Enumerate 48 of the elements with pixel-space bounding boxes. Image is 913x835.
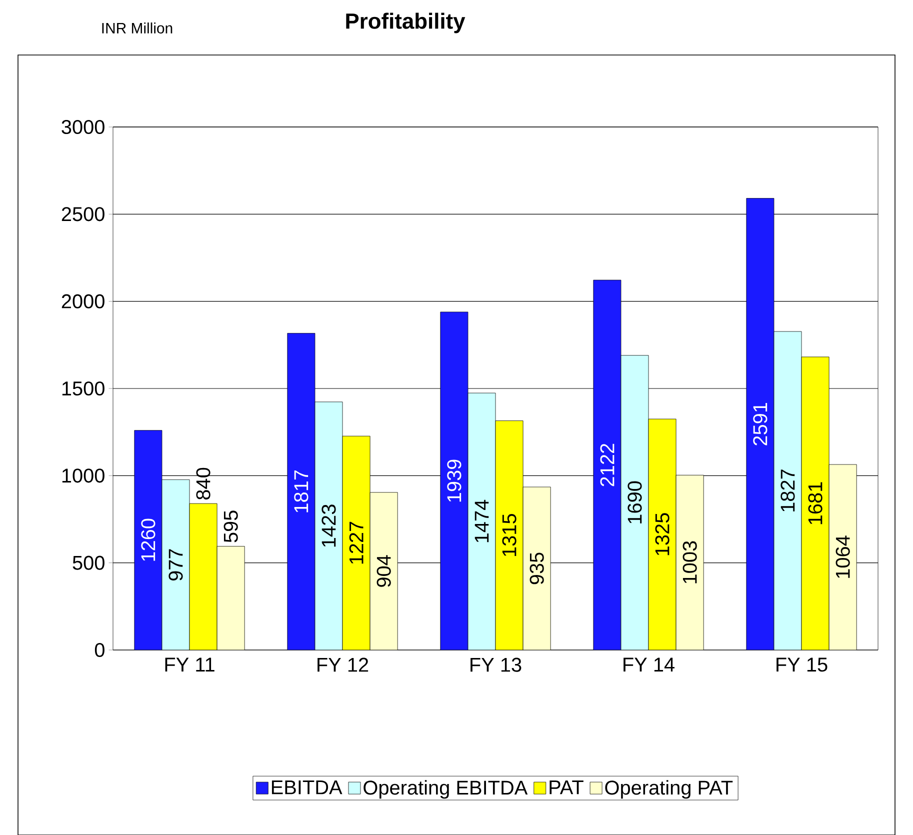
x-tick-label: FY 12 [318, 658, 368, 672]
text: INR Million [102, 22, 172, 34]
legend-label: Operating PAT [605, 780, 733, 798]
legend-label: Operating EBITDA [364, 780, 528, 798]
y-tick-label: 2500 [62, 206, 104, 222]
x-tick-label: FY 14 [624, 658, 674, 672]
data-label: 977 [168, 549, 183, 580]
data-label: 1064 [836, 535, 850, 578]
x-tick-label: FY 15 [776, 658, 828, 672]
y-tick-label: 2000 [62, 294, 104, 308]
legend-label: EBITDA [272, 780, 342, 794]
data-label: 2122 [600, 444, 614, 486]
bar [522, 486, 551, 650]
bar [134, 430, 162, 650]
data-label: 1260 [141, 518, 156, 561]
bar [746, 198, 774, 650]
y-tick-label: 3000 [62, 120, 104, 134]
data-label: 2591 [753, 402, 768, 446]
bar [370, 492, 398, 650]
data-label: 1003 [682, 541, 697, 584]
bar [828, 464, 857, 650]
y-tick-label: 1500 [62, 381, 104, 396]
y-tick-label: 500 [72, 556, 104, 570]
x-tick-label: FY 11 [165, 658, 214, 672]
data-label: 1315 [502, 514, 516, 556]
y-tick-label: 1000 [62, 468, 104, 483]
data-label: 1423 [322, 504, 336, 546]
data-label: 1681 [808, 482, 822, 524]
chart-title: Profitability [346, 12, 466, 34]
data-label: 1939 [447, 460, 462, 502]
data-label: 595 [224, 510, 238, 542]
data-label: 1690 [628, 481, 642, 524]
bar [676, 474, 704, 650]
y-tick-label: 0 [94, 642, 104, 657]
data-label: 840 [196, 468, 210, 500]
bar [593, 280, 622, 650]
bar [440, 312, 468, 650]
data-label: 904 [376, 554, 391, 587]
data-label: 1227 [349, 522, 364, 564]
data-label: 1474 [474, 500, 489, 542]
data-label: 935 [530, 552, 544, 584]
legend-label: PAT [550, 780, 584, 794]
data-label: 1817 [294, 470, 308, 512]
bar [216, 546, 245, 650]
data-label: 1827 [780, 469, 795, 512]
bar [287, 332, 316, 650]
x-tick-label: FY 13 [470, 658, 522, 672]
data-label: 1325 [655, 512, 670, 555]
